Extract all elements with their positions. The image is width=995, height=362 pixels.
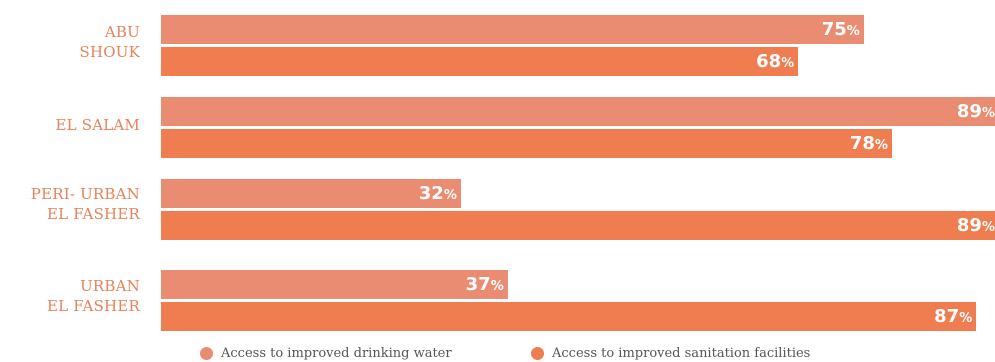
bar-value-number: 89 <box>956 101 982 122</box>
bar-value-label: 78% <box>850 129 892 158</box>
legend-label: Access to improved sanitation facilities <box>552 346 811 361</box>
bar-value-label: 87% <box>934 302 976 331</box>
bar-value-number: 37 <box>465 274 491 295</box>
legend-item: Access to improved drinking water <box>200 345 452 362</box>
bar-value-suffix: % <box>490 279 504 294</box>
legend-item: Access to improved sanitation facilities <box>531 345 810 362</box>
legend-swatch-icon <box>531 347 544 360</box>
bar-value-label: 32% <box>419 179 461 208</box>
category-label: PERI- URBAN EL FASHER <box>30 185 140 223</box>
bar-value-label: 89% <box>957 97 995 126</box>
bar-value-label: 89% <box>957 211 995 240</box>
bar: 89% <box>161 97 995 126</box>
bar-value-suffix: % <box>781 56 795 71</box>
bar: 89% <box>161 211 995 240</box>
category-label: ABU SHOUK <box>79 23 140 61</box>
bar: 68% <box>161 47 799 76</box>
category-label: URBAN EL FASHER <box>46 277 140 315</box>
bar: 87% <box>161 302 977 331</box>
bar-value-number: 78 <box>849 133 875 154</box>
bar-value-number: 32 <box>418 183 444 204</box>
bar-value-number: 87 <box>934 306 960 327</box>
bar-value-number: 75 <box>821 19 847 40</box>
bar-value-suffix: % <box>981 220 995 235</box>
bar-value-suffix: % <box>443 188 457 203</box>
bar: 75% <box>161 15 864 44</box>
legend-swatch-icon <box>200 347 213 360</box>
bar-value-suffix: % <box>959 311 973 326</box>
bar-value-label: 37% <box>466 270 508 299</box>
bar-value-number: 89 <box>956 215 982 236</box>
bar-value-suffix: % <box>874 138 888 153</box>
category-label: EL SALAM <box>55 116 140 134</box>
bar: 78% <box>161 129 892 158</box>
bar-value-number: 68 <box>756 51 782 72</box>
legend-label: Access to improved drinking water <box>221 346 452 361</box>
bar-value-label: 75% <box>822 15 864 44</box>
bar-value-suffix: % <box>981 106 995 121</box>
bar: 37% <box>161 270 508 299</box>
bar-value-suffix: % <box>846 24 860 39</box>
bar-value-label: 68% <box>756 47 798 76</box>
bar: 32% <box>161 179 461 208</box>
